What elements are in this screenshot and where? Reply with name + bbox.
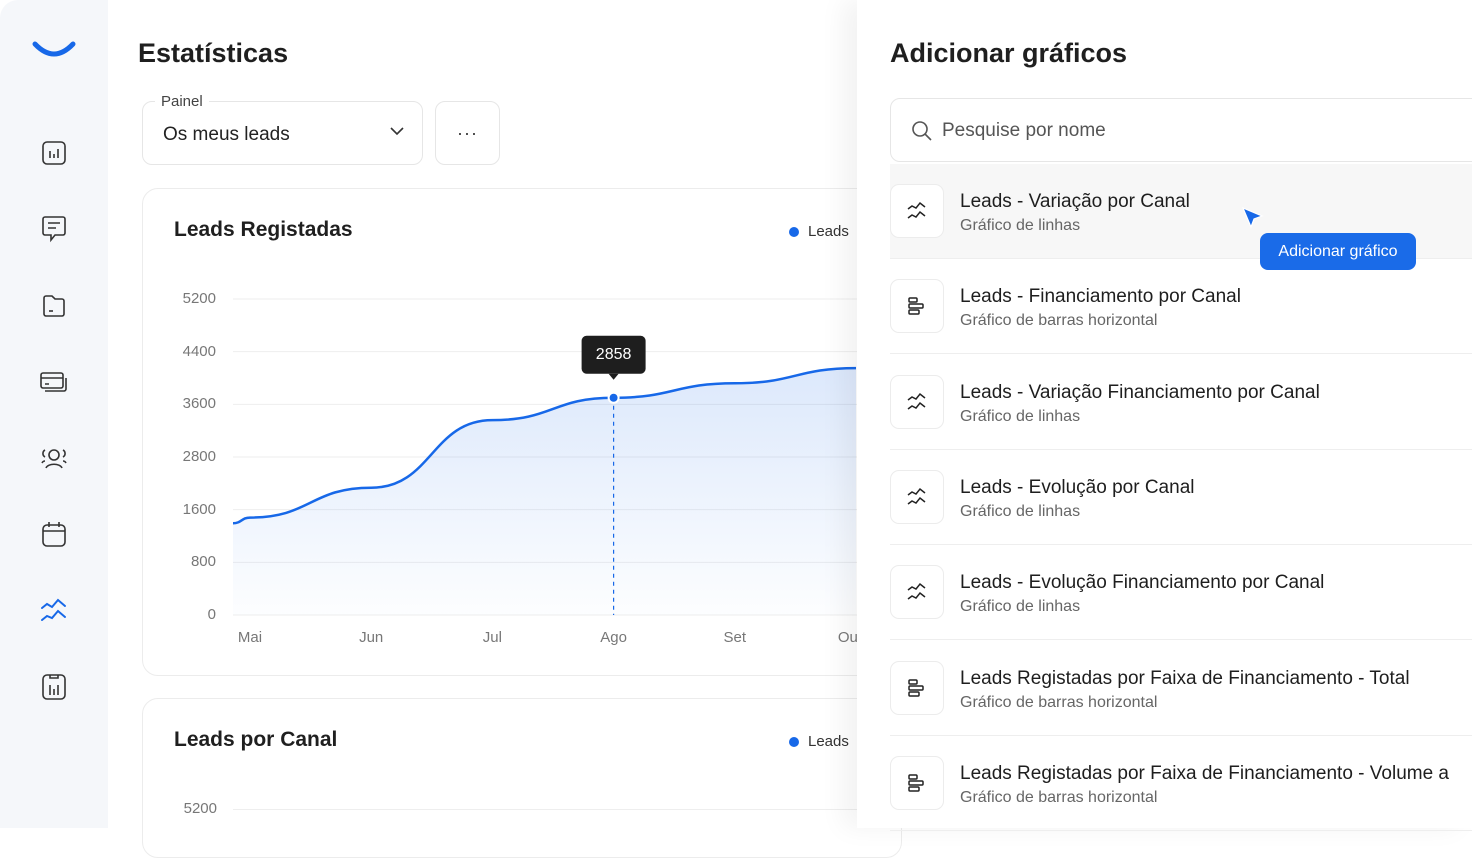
search-input[interactable]: Pesquise por nome: [890, 98, 1472, 162]
chevron-down-icon: [390, 127, 404, 136]
chart-option-row[interactable]: Leads - Variação Financiamento por Canal…: [890, 355, 1472, 450]
bar-chart-icon: [890, 279, 944, 334]
legend-dot: [789, 226, 799, 237]
sidebar: [0, 0, 108, 828]
y-tick-label: 800: [190, 553, 216, 571]
chart-option-title: Leads - Evolução Financiamento por Canal: [960, 572, 1325, 594]
chart-option-title: Leads - Variação Financiamento por Canal: [960, 381, 1320, 403]
card-title: Leads por Canal: [174, 728, 338, 751]
chart-option-row[interactable]: Leads - Financiamento por Canal Gráfico …: [890, 259, 1472, 355]
line-chart-icon: [890, 565, 944, 620]
data-point[interactable]: [727, 375, 743, 391]
chart-option-row[interactable]: Leads - Variação por Canal Gráfico de li…: [890, 164, 1472, 259]
chart-option-row[interactable]: Leads - Evolução Financiamento por Canal…: [890, 545, 1472, 641]
legend-label: Leads: [808, 733, 849, 750]
x-tick-label: Jun: [359, 629, 384, 646]
logo-icon: [32, 41, 76, 57]
card-title: Leads Registadas: [174, 218, 353, 241]
series-line-leads: [233, 366, 857, 525]
nav-statistics-icon[interactable]: [39, 595, 69, 625]
y-tick-label: 5200: [182, 290, 216, 307]
panel-select-label: Painel: [155, 93, 209, 110]
series-area: [233, 368, 856, 615]
y-tick: 5200: [183, 800, 217, 817]
chart-option-type: Gráfico de linhas: [960, 407, 1081, 425]
panel-select-value: Os meus leads: [163, 124, 290, 145]
y-tick-label: 4400: [182, 342, 216, 360]
line-chart-icon: [890, 184, 944, 238]
x-tick-label: Mai: [237, 629, 263, 646]
chart-option-type: Gráfico de barras horizontal: [960, 693, 1158, 711]
y-tick-label: 2800: [182, 448, 216, 465]
gridline: [233, 809, 903, 810]
search-icon: [912, 121, 932, 141]
nav-users-icon[interactable]: [39, 443, 69, 473]
chart-option-type: Gráfico de barras horizontal: [960, 788, 1158, 806]
chart-option-title: Leads - Variação por Canal: [960, 191, 1190, 212]
tooltip-arrow: [608, 373, 619, 380]
chart-option-row[interactable]: Leads Registadas por Faixa de Financiame…: [890, 736, 1472, 831]
mouse-cursor-icon: [1241, 206, 1264, 229]
nav-cards-icon[interactable]: [39, 367, 69, 397]
chart-card-leads-por-canal: Leads por Canal Leads 5200: [142, 698, 903, 858]
tooltip-value: 2858: [595, 345, 632, 363]
x-tick-label: Set: [723, 629, 747, 646]
more-options-button[interactable]: ···: [435, 101, 500, 165]
active-point: [607, 391, 620, 404]
data-point[interactable]: [484, 412, 500, 428]
chart-option-title: Leads Registadas por Faixa de Financiame…: [960, 762, 1449, 784]
nav-report-icon[interactable]: [39, 672, 69, 702]
nav-calendar-icon[interactable]: [39, 519, 69, 549]
y-tick-label: 1600: [182, 500, 216, 518]
chart-option-title: Leads - Financiamento por Canal: [960, 286, 1241, 308]
chart-legend: Leads: [789, 223, 849, 240]
chart-option-type: Gráfico de linhas: [960, 598, 1081, 616]
bar-chart-icon: [890, 660, 944, 715]
line-chart-icon: [890, 469, 944, 524]
nav-dashboard-icon[interactable]: [39, 138, 69, 168]
panel-title: Adicionar gráficos: [890, 38, 1128, 68]
legend-label: Leads: [808, 223, 849, 240]
chart-option-type: Gráfico de linhas: [960, 502, 1081, 520]
legend-dot: [789, 736, 799, 747]
line-chart-icon: [890, 374, 944, 429]
x-tick-label: Ago: [600, 629, 627, 646]
page-title: Estatísticas: [138, 38, 289, 68]
nav-folder-icon[interactable]: [39, 291, 69, 321]
data-point[interactable]: [363, 480, 379, 496]
add-charts-panel: Adicionar gráficos Pesquise por nome Lea…: [857, 0, 1472, 831]
panel-select[interactable]: Painel Os meus leads: [142, 93, 423, 165]
x-tick-label: Out: [837, 629, 862, 646]
tooltip-box: [581, 335, 646, 374]
chart-option-title: Leads Registadas por Faixa de Financiame…: [960, 667, 1410, 689]
search-placeholder: Pesquise por nome: [942, 120, 1106, 141]
y-tick-label: 3600: [182, 395, 216, 413]
bar-chart-icon: [890, 755, 944, 810]
y-tick-label: 0: [207, 606, 216, 623]
chart-option-type: Gráfico de barras horizontal: [960, 312, 1158, 330]
x-tick-label: Jul: [482, 629, 502, 646]
nav-messages-icon[interactable]: [39, 214, 69, 244]
chart-option-row[interactable]: Leads Registadas por Faixa de Financiame…: [890, 641, 1472, 736]
chart-option-row[interactable]: Leads - Evolução por Canal Gráfico de li…: [890, 450, 1472, 545]
chart-legend: Leads: [789, 733, 849, 750]
add-chart-button[interactable]: Adicionar gráfico: [1260, 233, 1416, 270]
chart-option-type: Gráfico de linhas: [960, 217, 1081, 234]
chart-option-title: Leads - Evolução por Canal: [960, 476, 1195, 498]
leads-line-chart: [233, 298, 857, 616]
data-point[interactable]: [242, 510, 258, 526]
